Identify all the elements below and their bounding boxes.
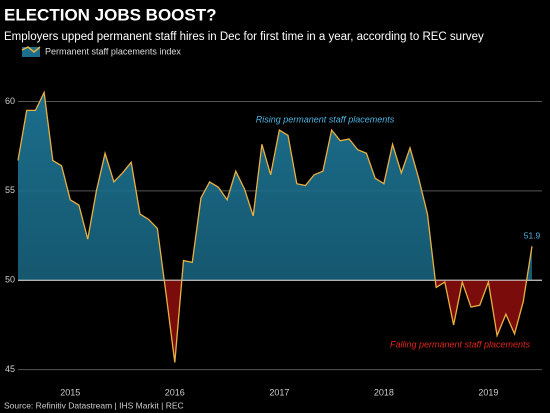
chart-subtitle: Employers upped permanent staff hires in… — [4, 31, 484, 43]
x-tick-label: 2017 — [269, 387, 289, 397]
legend: Permanent staff placements index — [21, 46, 181, 57]
y-tick-label: 50 — [5, 275, 15, 285]
area-above — [18, 92, 532, 281]
chart-title: ELECTION JOBS BOOST? — [4, 5, 217, 24]
y-tick-label: 45 — [5, 364, 15, 374]
legend-label: Permanent staff placements index — [45, 46, 181, 56]
x-tick-label: 2019 — [478, 387, 498, 397]
value-label: 51.9 — [524, 231, 541, 241]
legend-swatch — [22, 47, 40, 57]
x-tick-label: 2016 — [165, 387, 185, 397]
x-tick-label: 2018 — [374, 387, 394, 397]
y-tick-label: 60 — [5, 96, 15, 106]
annotation: Rising permanent staff placements — [256, 114, 395, 124]
y-tick-label: 55 — [5, 185, 15, 195]
x-tick-label: 2015 — [60, 387, 80, 397]
legend-line — [21, 46, 41, 53]
source: Source: Refinitiv Datastream | IHS Marki… — [4, 400, 184, 410]
annotation: Falling permanent staff placements — [390, 339, 531, 349]
line — [17, 90, 533, 363]
